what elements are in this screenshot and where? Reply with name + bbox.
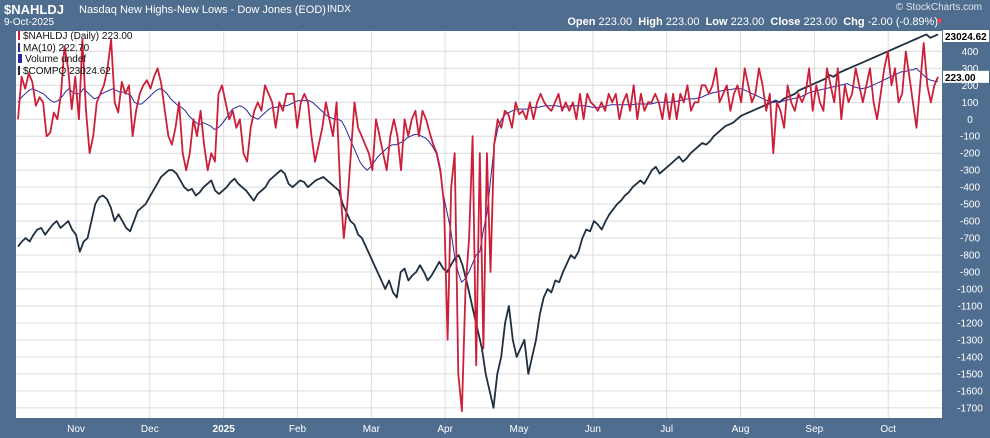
last-value-labels: 23024.62 223.00 [943, 30, 989, 84]
y-axis: 400 300 200 100 0 -100 -200 -300 -400 -500 -600 -70… [957, 47, 983, 414]
last-value-nahl: 223.00 [945, 73, 976, 84]
y-tick-label: -1200 [957, 318, 983, 329]
y-tick-label: -700 [960, 234, 980, 245]
y-tick-label: 100 [962, 98, 979, 109]
date-label: 9-Oct-2025 [4, 17, 55, 28]
low-value: 223.00 [730, 16, 765, 28]
x-axis: Nov Dec 2025 Feb Mar Apr May Jun Jul Aug Sep Oct [67, 424, 896, 435]
down-triangle-icon: ▼ [935, 16, 944, 26]
y-tick-label: 400 [962, 47, 979, 58]
y-tick-label: 0 [967, 115, 973, 126]
y-tick-label: -1400 [957, 352, 983, 363]
y-tick-label: -1100 [958, 301, 983, 312]
y-tick-label: -500 [960, 200, 980, 211]
x-tick-label: Nov [67, 424, 85, 435]
y-tick-label: -900 [960, 268, 980, 279]
y-tick-label: -1000 [957, 285, 983, 296]
y-tick-label: 200 [962, 81, 979, 92]
series-line-nahl [17, 38, 939, 413]
legend-item-volume: Volume undef [18, 54, 133, 66]
y-tick-label: -400 [960, 183, 980, 194]
y-tick-label: -1700 [957, 403, 983, 414]
x-tick-label: Feb [289, 424, 307, 435]
exchange-label: INDX [327, 4, 351, 15]
x-tick-label: Aug [732, 424, 750, 435]
series-group [17, 33, 939, 413]
y-tick-label: -1500 [957, 369, 983, 380]
chart-header: $NAHLDJ Nasdaq New Highs-New Lows - Dow … [0, 0, 990, 30]
symbol-label: $NAHLDJ [4, 2, 64, 17]
y-tick-label: -300 [960, 166, 980, 177]
x-tick-label: Mar [363, 424, 381, 435]
legend-item-compq: $COMPQ 23024.62 [18, 65, 133, 78]
x-tick-label: May [510, 424, 529, 435]
high-label: High [638, 16, 663, 28]
chg-label: Chg [843, 16, 865, 28]
legend: $NAHLDJ (Daily) 223.00 MA(10) 222.70 Vol… [18, 31, 133, 77]
y-tick-label: -200 [960, 149, 980, 160]
open-label: Open [567, 16, 596, 28]
legend-label: $COMPQ 23024.62 [23, 65, 111, 77]
last-value-nahl-box [943, 70, 989, 83]
legend-item-nahl: $NAHLDJ (Daily) 223.00 [18, 31, 133, 43]
x-tick-label: 2025 [213, 424, 236, 435]
x-tick-label: Jun [585, 424, 601, 435]
last-value-compq: 23024.62 [945, 32, 987, 43]
legend-label: MA(10) 222.70 [23, 42, 90, 54]
x-tick-label: Sep [805, 424, 823, 435]
chg-value: -2.00 (-0.89%) [867, 16, 938, 28]
y-tick-label: -1300 [957, 335, 983, 346]
x-tick-label: Dec [141, 424, 159, 435]
legend-item-ma: MA(10) 222.70 [18, 42, 133, 55]
y-tick-label: -100 [960, 132, 980, 143]
high-value: 223.00 [665, 16, 700, 28]
x-tick-label: Oct [880, 424, 896, 435]
open-value: 223.00 [598, 16, 633, 28]
ohlc-readout: Open 223.00 High 223.00 Low 223.00 Close… [567, 16, 938, 28]
x-tick-label: Apr [437, 424, 453, 435]
legend-label: Volume undef [25, 54, 87, 65]
y-tick-label: -800 [960, 251, 980, 262]
y-tick-label: 300 [962, 64, 979, 75]
last-value-compq-box [943, 30, 989, 42]
legend-label: $NAHLDJ (Daily) 223.00 [23, 31, 133, 42]
series-line-compq [17, 33, 939, 409]
x-tick-label: Jul [660, 424, 673, 435]
close-value: 223.00 [803, 16, 838, 28]
y-tick-label: -600 [960, 217, 980, 228]
chart-title: Nasdaq New Highs-New Lows - Dow Jones (E… [79, 4, 326, 16]
y-tick-label: -1600 [957, 386, 983, 397]
watermark: © StockCharts.com [895, 2, 982, 13]
close-label: Close [770, 16, 801, 28]
low-label: Low [705, 16, 728, 28]
